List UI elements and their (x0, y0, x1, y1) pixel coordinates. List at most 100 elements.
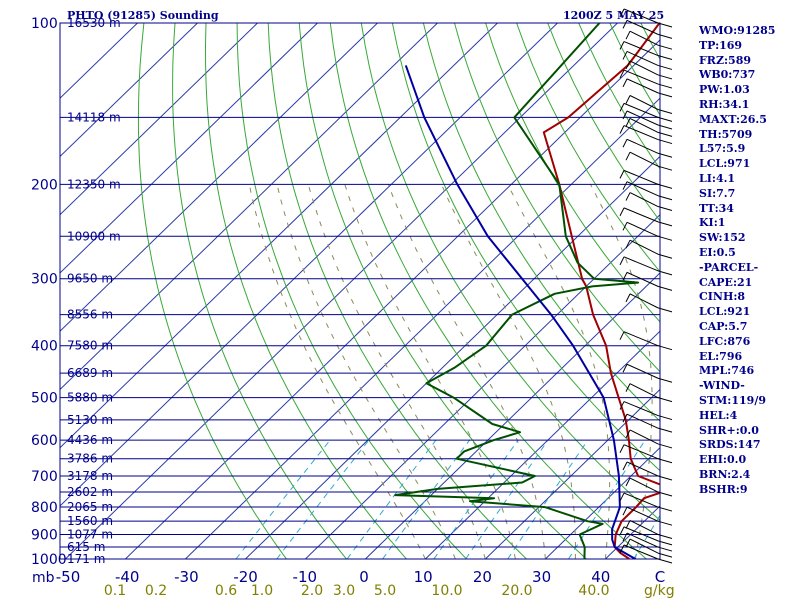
mixing-ratio-label: 10.0 (431, 583, 462, 599)
isotherm (60, 23, 558, 507)
mixing-ratio-label: 0.2 (145, 583, 167, 599)
moist-adiabat (440, 184, 576, 559)
wind-barb (622, 19, 673, 39)
index-item: EHI:0.0 (699, 453, 747, 467)
index-item: -PARCEL- (699, 260, 759, 274)
pressure-tick-label: 800 (31, 500, 58, 516)
dry-adiabat (236, 23, 467, 559)
wind-barb (622, 110, 673, 130)
pressure-tick-label: 600 (31, 433, 58, 449)
index-item: BRN:2.4 (699, 467, 751, 481)
isotherm (60, 23, 378, 332)
isotherm (60, 23, 198, 158)
dry-adiabat (578, 23, 660, 170)
mixing-ratio-label: 0.6 (215, 583, 237, 599)
index-item: CAP:5.7 (699, 319, 748, 333)
isotherm (545, 447, 660, 559)
dry-adiabat (609, 23, 660, 116)
height-label: 1077 m (67, 527, 113, 541)
wind-barb (625, 520, 673, 539)
moist-adiabat (248, 184, 426, 559)
dry-adiabat (734, 23, 800, 559)
index-item: LI:4.1 (699, 171, 736, 185)
mixing-ratio-label: 1.0 (251, 583, 273, 599)
isotherm (485, 388, 660, 559)
isotherm (665, 23, 800, 559)
wind-barb (622, 532, 673, 552)
isotherm (60, 23, 318, 274)
dry-adiabat (765, 23, 800, 559)
dry-adiabat (672, 23, 800, 559)
pressure-tick-label: 1000 (31, 552, 67, 568)
wind-barb (625, 293, 673, 313)
mixing-ratio-label: 0.1 (104, 583, 126, 599)
wind-barb (625, 95, 673, 114)
isotherm (60, 23, 258, 216)
dry-adiabat (329, 23, 647, 559)
index-item: TT:34 (699, 201, 734, 215)
wind-barb (619, 207, 673, 227)
mixing-ratio-label: 3.0 (333, 583, 355, 599)
pressure-tick-label: 700 (31, 469, 58, 485)
isotherm (365, 272, 660, 559)
index-item: EL:796 (699, 349, 743, 363)
height-label: 615 m (67, 540, 105, 554)
dewpoint-profile (394, 23, 640, 559)
height-label: 9650 m (67, 272, 113, 286)
pressure-tick-label: 100 (31, 16, 58, 32)
temperature-tick-label: C (655, 568, 665, 586)
index-item: STM:119/9 (699, 393, 766, 407)
height-label: 3178 m (67, 469, 113, 483)
pressure-tick-label: 300 (31, 272, 58, 288)
height-label: 2065 m (67, 500, 113, 514)
index-item: TH:5709 (699, 127, 753, 141)
index-item: LFC:876 (699, 334, 751, 348)
temperature-tick-label: 30 (532, 568, 551, 586)
dry-adiabat (204, 23, 407, 559)
height-label: 171 m (67, 552, 105, 566)
temperature-tick-label: -10 (293, 568, 318, 586)
height-label: 14118 m (67, 110, 121, 124)
wind-barb (622, 221, 673, 241)
wind-barb (619, 526, 673, 546)
moist-adiabat (307, 184, 486, 559)
wind-barb (619, 125, 673, 145)
index-item: MPL:746 (699, 364, 755, 378)
index-item: PW:1.03 (699, 83, 750, 97)
isotherm (185, 97, 660, 559)
dry-adiabat (516, 23, 660, 273)
isotherm (60, 23, 498, 449)
wind-barb (622, 50, 673, 70)
temperature-tick-label: -30 (174, 568, 199, 586)
height-label: 10900 m (67, 229, 121, 243)
index-item: WB0:737 (699, 68, 756, 82)
wind-barb (619, 401, 673, 421)
wind-barb (622, 181, 673, 201)
dry-adiabat (137, 23, 287, 559)
index-item: CAPE:21 (699, 275, 753, 289)
chart-title-left: PHTO (91285) Sounding (67, 9, 219, 22)
wind-barb (625, 192, 673, 212)
mixing-ratio-label: 5.0 (374, 583, 396, 599)
wind-barb (625, 117, 673, 137)
wind-barb (619, 41, 673, 61)
index-item: LCL:971 (699, 157, 751, 171)
mixing-ratio-unit: g/kg (644, 583, 675, 599)
wind-barb (625, 477, 673, 497)
mixing-ratio-label: 20.0 (501, 583, 532, 599)
pressure-axis-unit: mb (32, 570, 55, 586)
height-label: 8556 m (67, 308, 113, 322)
index-item: EI:0.5 (699, 245, 736, 259)
index-item: TP:169 (699, 38, 743, 52)
temperature-tick-label: 10 (414, 568, 433, 586)
wind-barb (625, 538, 673, 558)
plot-frame (59, 22, 661, 560)
wind-barb (622, 506, 673, 526)
height-label: 5880 m (67, 391, 113, 405)
wind-barb (619, 102, 673, 122)
mixing-ratio-line (465, 439, 549, 559)
dry-adiabat (640, 23, 660, 60)
isotherm (785, 23, 800, 559)
temperature-tick-label: -40 (115, 568, 140, 586)
